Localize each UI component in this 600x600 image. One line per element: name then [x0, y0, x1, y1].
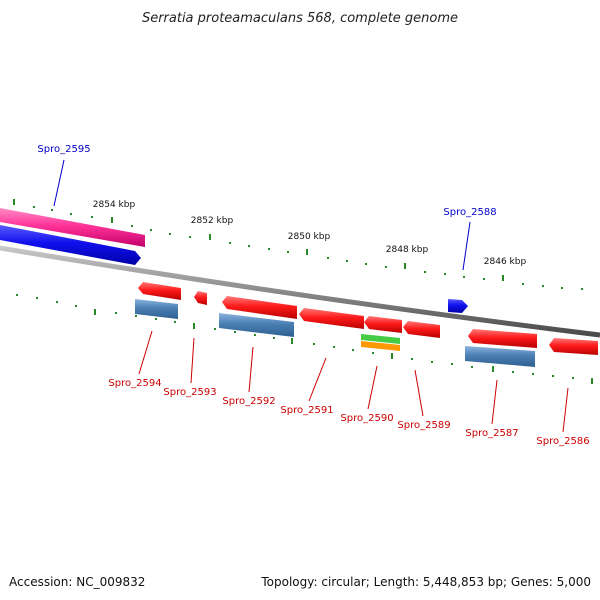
- gene-spro-2595-blue-feature[interactable]: [0, 225, 141, 265]
- gene-spro-2595-feature[interactable]: [0, 208, 145, 247]
- leader-spro-2589: [414, 369, 424, 417]
- scale-label-2852: 2852 kbp: [191, 216, 234, 226]
- cds-spro-2594-block[interactable]: [135, 299, 178, 319]
- gene-spro-2592-feature[interactable]: [222, 296, 297, 319]
- label-spro-2595[interactable]: Spro_2595: [37, 144, 90, 155]
- label-spro-2591[interactable]: Spro_2591: [280, 405, 333, 416]
- label-spro-2586[interactable]: Spro_2586: [536, 436, 589, 447]
- scale-ticks-upper: [13, 199, 583, 290]
- gene-spro-2591-feature[interactable]: [299, 308, 364, 329]
- label-spro-2594[interactable]: Spro_2594: [108, 378, 161, 389]
- leader-spro-2592: [248, 346, 254, 393]
- gene-spro-2593-feature[interactable]: [194, 291, 207, 305]
- genome-backbone: [0, 245, 600, 338]
- leader-spro-2594: [138, 330, 153, 375]
- cds-spro-2592-block[interactable]: [219, 313, 294, 337]
- label-spro-2593[interactable]: Spro_2593: [163, 387, 216, 398]
- gene-spro-2588-feature[interactable]: [448, 299, 468, 313]
- leader-spro-2593: [190, 337, 195, 384]
- genome-summary-text: Topology: circular; Length: 5,448,853 bp…: [260, 575, 591, 589]
- label-spro-2592[interactable]: Spro_2592: [222, 396, 275, 407]
- gene-spro-2586-feature[interactable]: [549, 338, 598, 355]
- scale-label-2848: 2848 kbp: [386, 245, 429, 255]
- gene-spro-2587-feature[interactable]: [468, 329, 537, 348]
- scale-label-2846: 2846 kbp: [484, 257, 527, 267]
- rna-spro-2590-orange[interactable]: [361, 341, 400, 351]
- leader-spro-2595: [53, 159, 65, 207]
- scale-label-2854: 2854 kbp: [93, 200, 136, 210]
- genome-title: Serratia proteamaculans 568, complete ge…: [142, 11, 458, 26]
- gene-spro-2589-feature[interactable]: [403, 321, 440, 338]
- label-spro-2587[interactable]: Spro_2587: [465, 428, 518, 439]
- cds-spro-2587-block[interactable]: [465, 346, 535, 367]
- scale-label-2850: 2850 kbp: [288, 232, 331, 242]
- leader-spro-2591: [308, 357, 327, 402]
- accession-text: Accession: NC_009832: [9, 575, 145, 589]
- label-spro-2590[interactable]: Spro_2590: [340, 413, 393, 424]
- scale-ticks-lower: [16, 294, 593, 384]
- label-spro-2588[interactable]: Spro_2588: [443, 207, 496, 218]
- leader-spro-2586: [562, 387, 569, 433]
- gene-spro-2590-feature[interactable]: [364, 316, 402, 333]
- rna-spro-2590-green[interactable]: [361, 334, 400, 344]
- leader-spro-2588: [462, 221, 471, 271]
- label-spro-2589[interactable]: Spro_2589: [397, 420, 450, 431]
- leader-spro-2590: [367, 365, 378, 410]
- gene-spro-2594-feature[interactable]: [138, 282, 181, 300]
- leader-spro-2587: [491, 379, 498, 425]
